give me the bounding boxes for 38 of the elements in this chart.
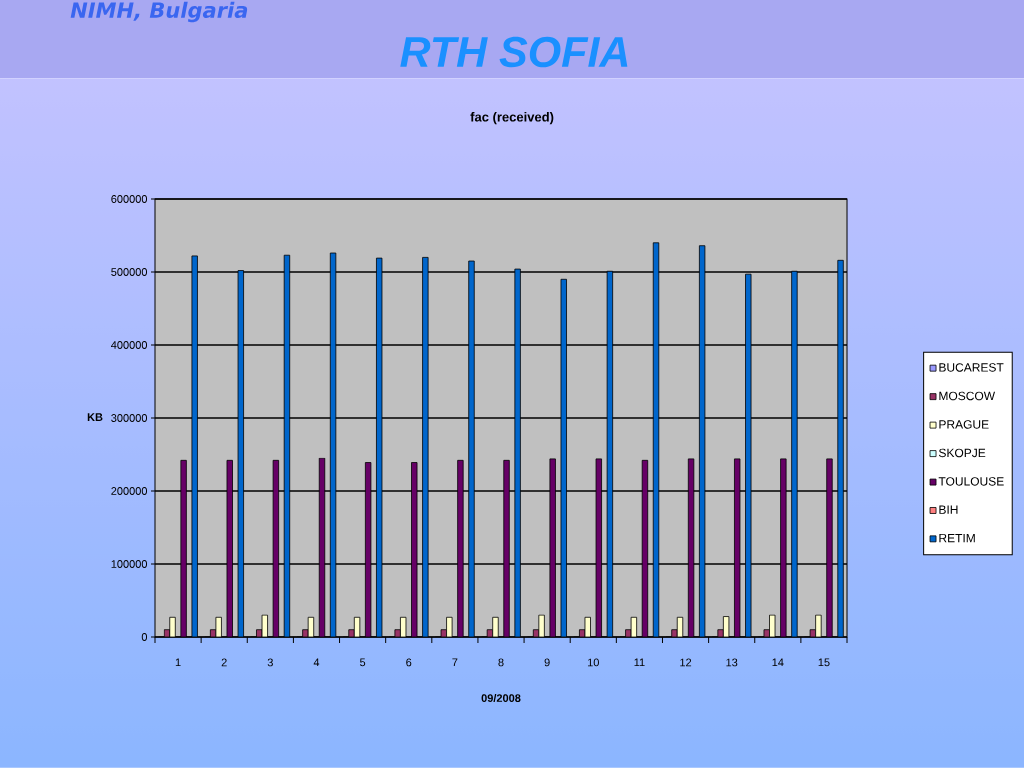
legend-label: BIH: [939, 505, 958, 514]
x-tick-label: 10: [587, 658, 599, 667]
legend-label: TOULOUSE: [938, 477, 1004, 486]
legend-label: RETIM: [939, 533, 975, 543]
y-tick-label: 400000: [111, 341, 148, 349]
legend-label: PRAGUE: [939, 420, 989, 429]
bar: [837, 259, 844, 637]
x-tick-label: 7: [452, 658, 458, 667]
bar: [468, 260, 475, 637]
x-tick-label: 11: [634, 658, 645, 667]
bar: [514, 268, 521, 637]
x-tick-label: 2: [221, 658, 227, 667]
chart-title: fac (received): [470, 112, 554, 125]
text: RTH SOFIA: [400, 36, 628, 68]
x-tick-label: 14: [772, 658, 784, 667]
x-tick-label: 13: [726, 658, 738, 667]
x-tick-label: 1: [175, 658, 181, 667]
x-tick-label: 12: [680, 658, 692, 667]
x-tick-label: 15: [818, 658, 830, 667]
x-tick-label: 3: [267, 658, 273, 667]
x-tick-label: 5: [359, 658, 366, 667]
x-tick-label: 6: [406, 658, 412, 667]
y-axis-title: KB: [87, 413, 103, 421]
y-tick-label: 300000: [111, 414, 148, 422]
legend-label: BUCAREST: [939, 363, 1004, 372]
text: NIMH, Bulgaria: [70, 1, 248, 23]
x-tick-label: 4: [313, 658, 320, 667]
x-tick-label: 8: [498, 658, 504, 667]
x-axis-title: 09/2008: [481, 693, 521, 703]
legend-label: MOSCOW: [939, 391, 996, 401]
y-tick-label: 0: [141, 633, 148, 641]
y-tick-label: 600000: [111, 195, 148, 203]
y-tick-label: 100000: [111, 560, 148, 568]
x-tick-label: 9: [544, 658, 550, 667]
bar: [791, 270, 798, 637]
y-tick-label: 200000: [111, 487, 148, 495]
legend-label: SKOPJE: [938, 448, 986, 458]
y-tick-label: 500000: [111, 268, 148, 276]
